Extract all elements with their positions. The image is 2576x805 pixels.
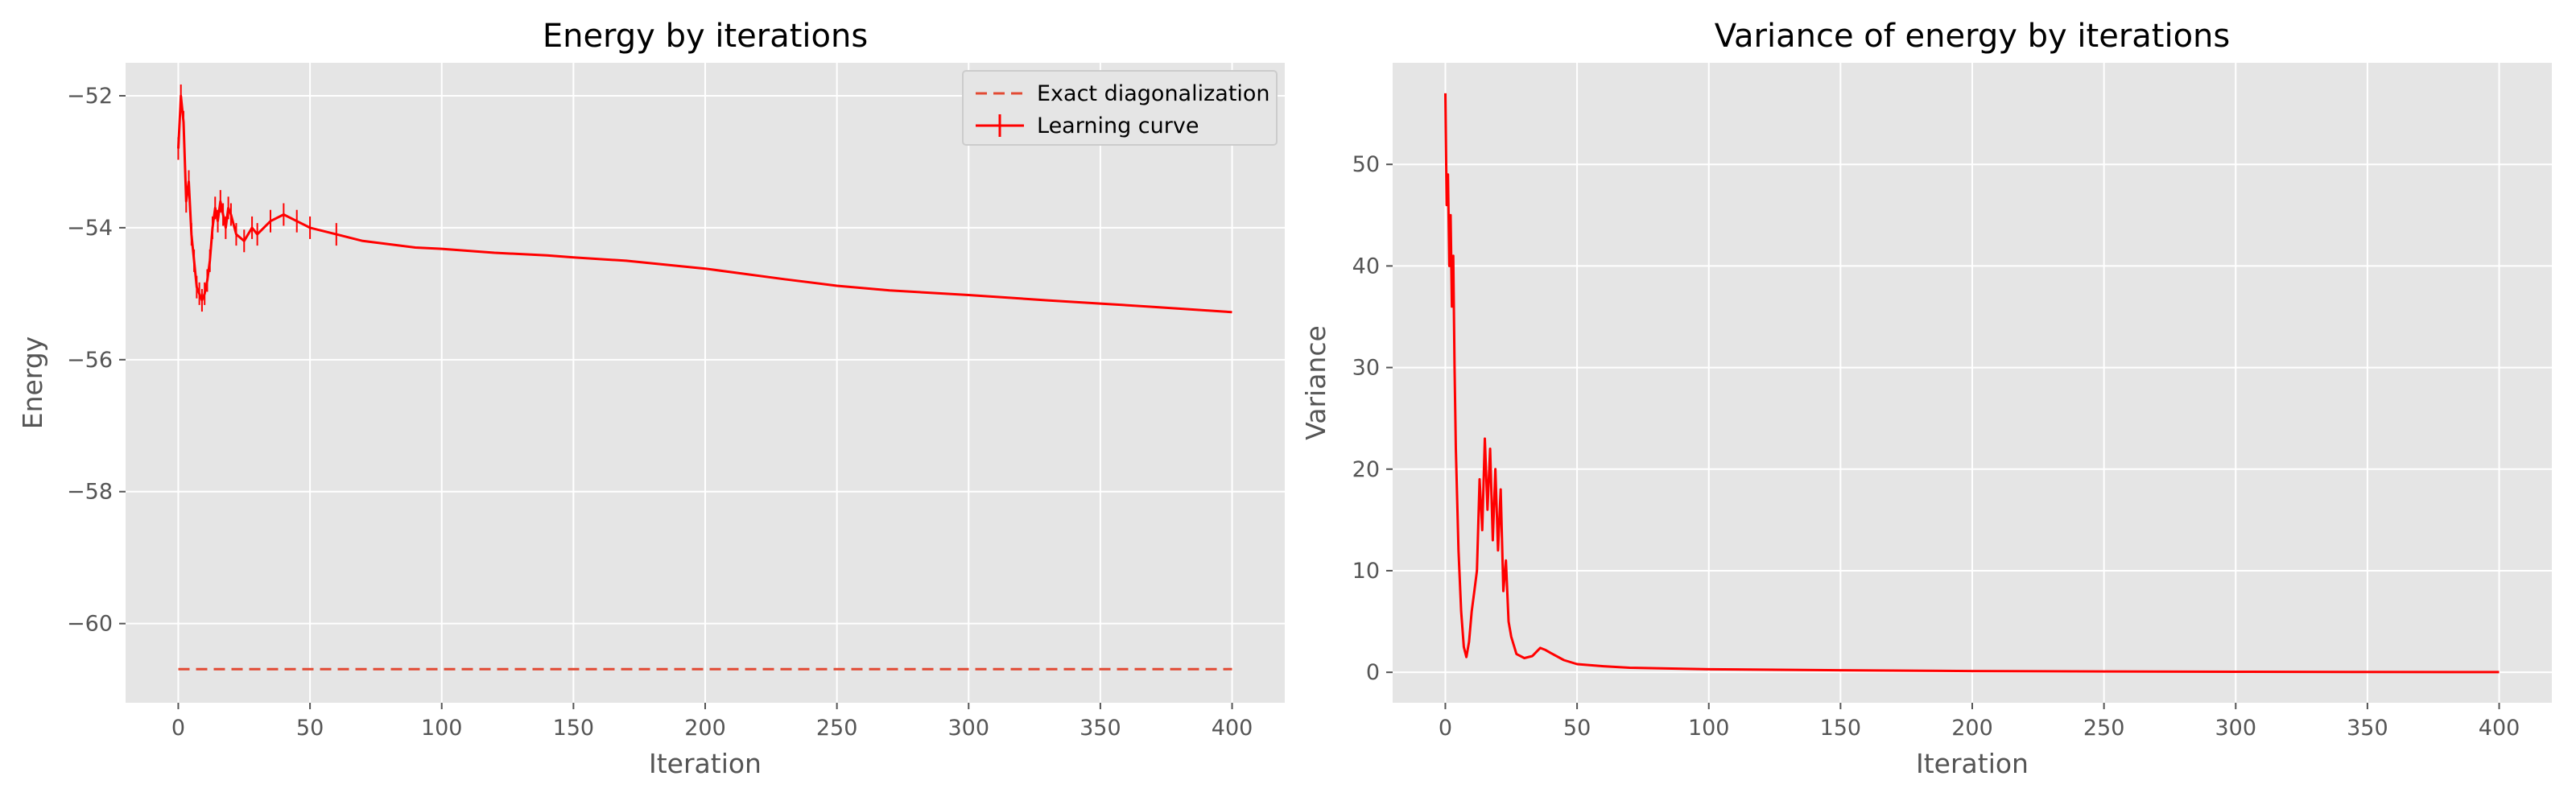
x-tick-label: 100: [421, 716, 463, 741]
y-tick-label: 10: [1352, 559, 1380, 584]
x-tick-label: 150: [1820, 716, 1862, 741]
x-tick-label: 250: [2083, 716, 2125, 741]
y-axis-label: Energy: [17, 336, 48, 430]
x-tick-label: 400: [2479, 716, 2520, 741]
x-axis-label: Iteration: [1916, 748, 2029, 779]
y-tick-label: 40: [1352, 254, 1380, 279]
y-tick-label: −56: [67, 348, 113, 373]
x-tick-label: 350: [1080, 716, 1121, 741]
x-tick-label: 100: [1688, 716, 1730, 741]
legend-entry-1: Learning curve: [1037, 114, 1199, 138]
x-tick-label: 150: [553, 716, 595, 741]
x-tick-label: 200: [684, 716, 726, 741]
y-tick-label: −54: [67, 216, 113, 241]
y-tick-label: 20: [1352, 457, 1380, 482]
legend-box: [962, 70, 1278, 146]
y-tick-label: −60: [67, 612, 113, 637]
chart-title: Energy by iterations: [543, 18, 868, 55]
x-tick-label: 300: [2215, 716, 2256, 741]
y-tick-label: 0: [1366, 660, 1380, 685]
x-tick-label: 0: [1439, 716, 1452, 741]
x-tick-label: 50: [296, 716, 324, 741]
energy-chart: 0 50 100 150 200 250 300 350 400 −60 −58 −56 −54 −52 E…: [17, 18, 1285, 779]
x-tick-label: 50: [1563, 716, 1591, 741]
x-tick-label: 0: [171, 716, 185, 741]
x-tick-label: 300: [947, 716, 989, 741]
variance-chart: 0 50 100 150 200 250 300 350 400 0 10 20 30 40 50 Varia…: [1300, 18, 2552, 779]
chart-title: Variance of energy by iterations: [1715, 18, 2230, 55]
y-tick-label: 30: [1352, 356, 1380, 381]
x-tick-label: 400: [1212, 716, 1253, 741]
x-tick-label: 200: [1951, 716, 1993, 741]
x-tick-label: 350: [2347, 716, 2388, 741]
x-axis-label: Iteration: [649, 748, 762, 779]
y-tick-label: −52: [67, 84, 113, 109]
legend-entry-0: Exact diagonalization: [1037, 81, 1270, 106]
y-axis-label: Variance: [1300, 325, 1331, 440]
x-tick-label: 250: [816, 716, 858, 741]
y-tick-label: 50: [1352, 152, 1380, 177]
series-line-0: [1444, 93, 2500, 674]
y-tick-label: −58: [67, 480, 113, 505]
